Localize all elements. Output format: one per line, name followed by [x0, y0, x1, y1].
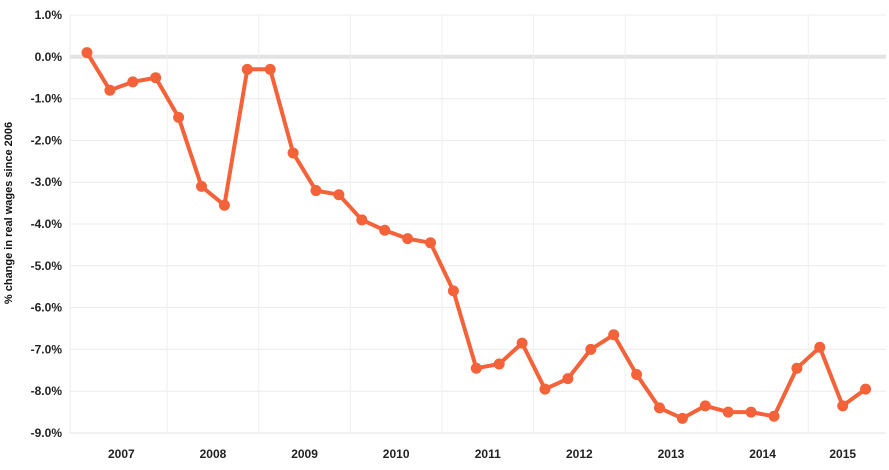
grid	[69, 14, 886, 434]
data-point	[81, 47, 93, 59]
y-tick-label: 0.0%	[35, 50, 63, 64]
y-tick-label: -2.0%	[31, 133, 63, 147]
x-tick-label: 2009	[291, 447, 318, 461]
x-tick-label: 2007	[108, 447, 135, 461]
data-point	[814, 341, 826, 353]
x-tick-label: 2015	[829, 447, 856, 461]
y-tick-label: -7.0%	[31, 342, 63, 356]
x-tick-label: 2012	[566, 447, 593, 461]
data-point	[791, 362, 803, 374]
data-point	[425, 237, 436, 249]
data-point	[402, 233, 414, 245]
data-point	[722, 406, 734, 418]
data-point	[287, 147, 299, 159]
data-point	[218, 199, 230, 211]
y-tick-label: 1.0%	[35, 8, 63, 22]
data-point	[745, 406, 757, 418]
y-axis-label: % change in real wages since 2006	[3, 122, 15, 304]
data-point	[768, 410, 780, 422]
data-point	[447, 285, 459, 297]
data-point	[585, 343, 597, 355]
data-point	[654, 402, 665, 414]
data-point	[516, 337, 528, 349]
y-tick-label: -8.0%	[31, 384, 63, 398]
data-point	[264, 63, 276, 75]
data-point	[241, 63, 253, 75]
y-tick-label: -5.0%	[31, 259, 63, 273]
data-point	[699, 400, 711, 412]
x-tick-label: 2013	[658, 447, 685, 461]
data-point	[173, 111, 185, 123]
x-axis-ticks: 2007 2008 2009 2010 2011 2012 2013 2014 2015	[108, 447, 856, 461]
series-points	[81, 47, 872, 424]
data-point	[196, 180, 207, 192]
data-point	[539, 383, 551, 395]
data-point	[676, 412, 688, 424]
data-point	[333, 189, 345, 201]
y-tick-label: -6.0%	[31, 301, 63, 315]
data-point	[837, 400, 849, 412]
data-point	[608, 329, 620, 341]
x-tick-label: 2011	[475, 447, 501, 461]
data-point	[127, 76, 139, 88]
y-tick-label: -3.0%	[31, 175, 63, 189]
y-axis-ticks: 1.0% 0.0% -1.0% -2.0% -3.0% -4.0% -5.0% -6.0% -7…	[31, 8, 63, 440]
y-tick-label: -9.0%	[31, 426, 63, 440]
x-tick-label: 2010	[383, 447, 410, 461]
data-point	[310, 185, 322, 197]
data-point	[562, 373, 574, 385]
data-point	[379, 224, 391, 236]
y-tick-label: -4.0%	[31, 217, 63, 231]
data-point	[860, 383, 872, 395]
x-tick-label: 2014	[749, 447, 776, 461]
x-tick-label: 2008	[200, 447, 227, 461]
data-point	[150, 72, 162, 84]
data-point	[493, 358, 505, 370]
data-point	[104, 84, 116, 96]
y-tick-label: -1.0%	[31, 92, 63, 106]
data-point	[356, 214, 368, 226]
data-point	[470, 362, 482, 374]
data-point	[631, 368, 643, 380]
